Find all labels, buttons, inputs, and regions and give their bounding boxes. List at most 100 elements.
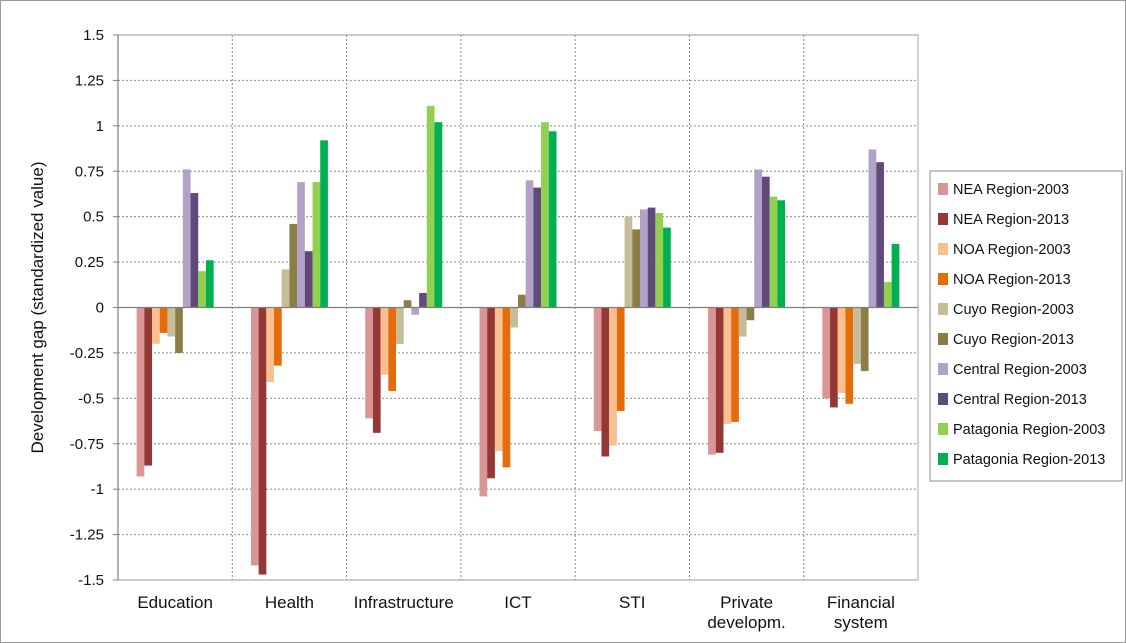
- legend: NEA Region-2003 NEA Region-2013 NOA Region…: [929, 170, 1123, 482]
- legend-swatch: [938, 303, 948, 315]
- legend-label: NOA Region-2003: [953, 242, 1071, 258]
- bar: [708, 307, 716, 455]
- legend-label: Patagonia Region-2003: [953, 422, 1105, 438]
- y-tick-label: 1: [96, 118, 104, 135]
- bar: [518, 294, 526, 308]
- y-tick-label: -1: [91, 481, 104, 498]
- y-tick-label: 1.25: [75, 72, 104, 89]
- x-category-label: Health: [265, 593, 314, 612]
- y-tick-labels: 1.5 1.25 1 0.75 0.5 0.25 0 -0.25 -0.5 -0.75 -1 -1.2…: [70, 27, 104, 589]
- y-tick-label: 0: [96, 300, 104, 317]
- legend-box: [929, 170, 1123, 482]
- legend-swatch: [938, 333, 948, 345]
- bar: [411, 307, 420, 315]
- bar: [876, 162, 884, 308]
- legend-label: NEA Region-2013: [953, 212, 1069, 228]
- bar: [715, 307, 724, 453]
- y-tick-label: -0.5: [78, 390, 104, 407]
- bar: [822, 307, 831, 399]
- bar: [182, 169, 191, 308]
- y-tick-label: 0.75: [75, 163, 104, 180]
- bar: [487, 307, 495, 479]
- bar: [274, 307, 282, 366]
- bar: [830, 307, 838, 408]
- x-category-labels: Education Health Infrastructure ICT STI Priva…: [137, 593, 895, 632]
- bar: [167, 307, 176, 337]
- legend-swatch: [938, 453, 948, 465]
- bar: [746, 307, 755, 321]
- bar: [731, 307, 739, 422]
- bar: [250, 307, 259, 566]
- legend-label: NEA Region-2003: [953, 182, 1069, 198]
- bar: [533, 187, 542, 308]
- bar: [426, 105, 435, 308]
- bar: [494, 307, 503, 452]
- bar: [198, 271, 206, 308]
- axes: [113, 34, 918, 581]
- bar: [548, 131, 557, 308]
- legend-swatch: [938, 273, 948, 285]
- bar: [502, 307, 511, 468]
- y-tick-label: -0.75: [70, 436, 104, 453]
- legend-label: Cuyo Region-2013: [953, 332, 1074, 348]
- bar: [647, 207, 656, 308]
- bar: [541, 122, 549, 308]
- bar: [655, 213, 664, 308]
- bar: [190, 193, 199, 308]
- bar: [289, 223, 298, 308]
- x-category-label: Financial system: [827, 593, 895, 632]
- legend-swatch: [938, 213, 948, 225]
- bar: [510, 307, 518, 328]
- y-tick-label: -1.25: [70, 527, 104, 544]
- legend-swatch: [938, 183, 948, 195]
- bar: [624, 216, 633, 308]
- bar: [845, 307, 854, 404]
- bar: [152, 307, 160, 344]
- bar: [372, 307, 381, 433]
- bar: [632, 229, 640, 308]
- y-axis-label: Development gap (standardized value): [28, 161, 47, 453]
- bar: [616, 307, 625, 412]
- bar: [258, 307, 267, 575]
- bar: [320, 140, 328, 308]
- bar: [136, 307, 145, 477]
- legend-swatch: [938, 393, 948, 405]
- bar: [388, 307, 397, 392]
- bar: [738, 307, 747, 337]
- bar: [639, 209, 648, 308]
- x-category-label: STI: [619, 593, 645, 612]
- bar: [837, 307, 846, 393]
- bars: [136, 105, 900, 575]
- bar: [868, 149, 877, 308]
- bar: [883, 282, 892, 308]
- bar: [266, 307, 275, 382]
- legend-label: Central Region-2003: [953, 362, 1087, 378]
- legend-label: NOA Region-2013: [953, 272, 1071, 288]
- bar: [144, 307, 153, 466]
- bar: [396, 307, 404, 344]
- bar: [297, 182, 305, 308]
- legend-label: Patagonia Region-2013: [953, 452, 1105, 468]
- legend-swatch: [938, 243, 948, 255]
- bar: [593, 307, 602, 432]
- bar: [304, 251, 313, 308]
- x-category-label: Education: [137, 593, 213, 612]
- legend-swatch: [938, 423, 948, 435]
- x-category-label: ICT: [504, 593, 531, 612]
- bar: [205, 260, 214, 308]
- bar: [777, 200, 786, 308]
- bar: [601, 307, 610, 457]
- bar: [769, 196, 778, 308]
- bar: [175, 307, 183, 353]
- bar: [159, 307, 168, 333]
- x-category-label: Infrastructure: [354, 593, 454, 612]
- y-tick-label: 0.25: [75, 254, 104, 271]
- bar: [525, 180, 534, 308]
- legend-label: Central Region-2013: [953, 392, 1087, 408]
- bar: [281, 269, 290, 308]
- y-tick-label: -0.25: [70, 345, 104, 362]
- legend-label: Cuyo Region-2003: [953, 302, 1074, 318]
- bar: [761, 176, 770, 308]
